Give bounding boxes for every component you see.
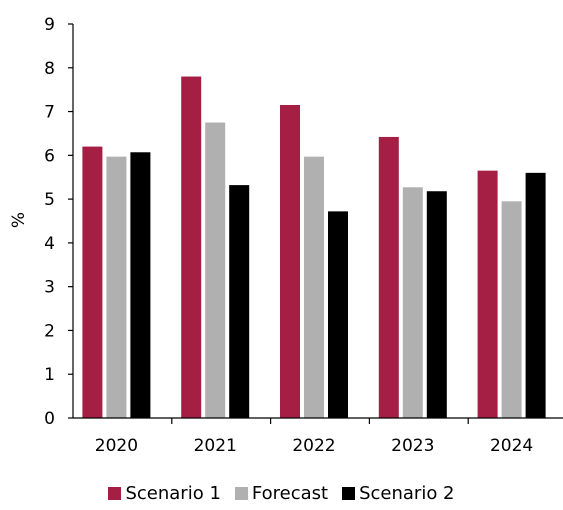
- y-tick-label: 2: [44, 321, 55, 341]
- legend-label: Forecast: [251, 483, 329, 504]
- y-tick-label: 0: [44, 409, 55, 429]
- legend-swatch: [234, 487, 248, 500]
- bar: [280, 104, 300, 418]
- bar: [82, 146, 103, 419]
- y-tick-label: 3: [44, 278, 55, 298]
- y-tick-label: 6: [44, 146, 55, 166]
- y-axis: 0 1 2 3 4 5 6 7 8 9: [44, 15, 74, 429]
- bar: [229, 185, 250, 418]
- bar: [181, 76, 202, 419]
- bars: [82, 76, 546, 419]
- x-tick-label: 2024: [490, 436, 533, 456]
- bar: [402, 187, 423, 418]
- x-tick-label: 2022: [292, 436, 335, 456]
- legend-item: Forecast: [234, 483, 329, 504]
- y-tick-label: 4: [44, 234, 55, 254]
- bar: [304, 156, 324, 418]
- y-tick-label: 8: [44, 59, 55, 79]
- bar: [501, 201, 522, 418]
- legend-label: Scenario 2: [359, 483, 455, 504]
- bar: [328, 211, 348, 418]
- x-tick-label: 2021: [194, 436, 237, 456]
- y-tick-label: 5: [44, 190, 55, 210]
- legend-item: Scenario 2: [342, 483, 455, 504]
- bar: [106, 156, 127, 418]
- legend-swatch: [108, 487, 122, 500]
- y-tick-label: 1: [44, 365, 55, 385]
- legend: Scenario 1 Forecast Scenario 2: [0, 483, 563, 504]
- x-tick-label: 2023: [391, 436, 434, 456]
- y-tick-label: 9: [44, 15, 55, 35]
- x-tick-label: 2020: [95, 436, 138, 456]
- bar: [525, 172, 546, 418]
- bar: [205, 122, 226, 418]
- y-axis-label: %: [9, 212, 29, 228]
- bar: [426, 191, 447, 418]
- bar: [378, 136, 399, 419]
- bar: [477, 170, 498, 418]
- bar: [130, 152, 151, 418]
- legend-label: Scenario 1: [125, 483, 221, 504]
- legend-swatch: [342, 487, 356, 500]
- y-tick-label: 7: [44, 103, 55, 123]
- legend-item: Scenario 1: [108, 483, 221, 504]
- x-axis: 2020 2021 2022 2023 2024: [73, 417, 563, 456]
